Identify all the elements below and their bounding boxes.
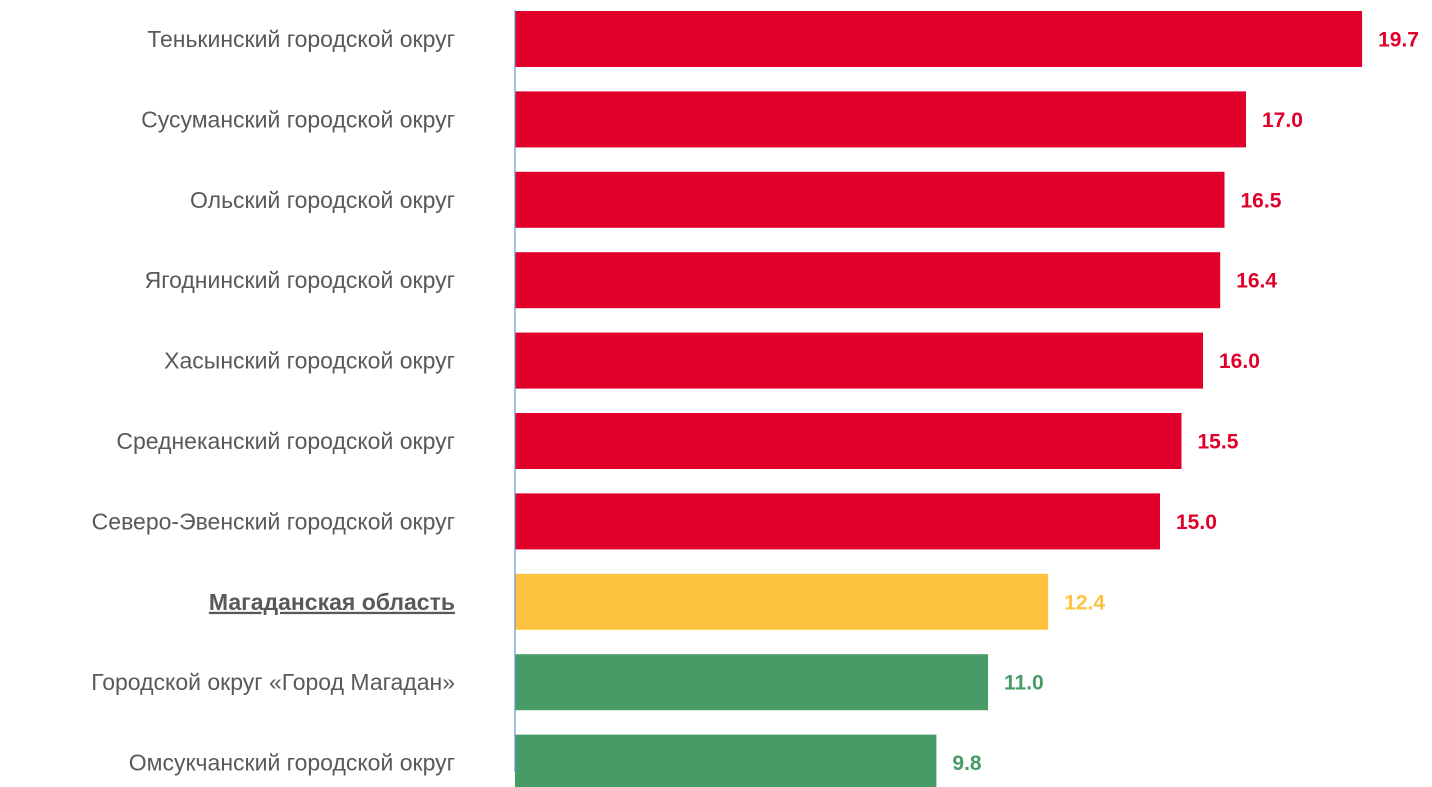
bar-9 xyxy=(515,734,937,787)
bar-5 xyxy=(515,413,1182,469)
bar-3 xyxy=(515,252,1221,309)
category-label-4: Хасынский городской округ xyxy=(164,348,455,374)
value-label-0: 19.7 xyxy=(1378,29,1419,52)
bars-layer xyxy=(515,11,1363,787)
value-label-1: 17.0 xyxy=(1262,109,1303,132)
labels-layer: 19.7 Тенькинский городской округ 17.0 Сусум… xyxy=(91,26,1419,776)
category-label-0: Тенькинский городской округ xyxy=(147,26,455,52)
category-label-2: Ольский городской округ xyxy=(190,187,455,213)
category-label-6: Северо-Эвенский городской округ xyxy=(92,508,455,534)
bar-2 xyxy=(515,171,1225,228)
bar-7 xyxy=(515,573,1049,630)
bar-8 xyxy=(515,654,988,711)
value-label-7: 12.4 xyxy=(1064,591,1105,614)
category-label-3: Ягоднинский городской округ xyxy=(145,267,455,293)
category-label-8: Городской округ «Город Магадан» xyxy=(91,669,455,695)
category-label-9: Омсукчанский городской округ xyxy=(129,750,455,776)
value-label-2: 16.5 xyxy=(1241,189,1282,212)
value-label-3: 16.4 xyxy=(1236,270,1277,293)
bar-4 xyxy=(515,332,1203,389)
bar-6 xyxy=(515,493,1160,550)
value-label-8: 11.0 xyxy=(1004,672,1044,695)
bar-1 xyxy=(515,91,1246,148)
value-label-9: 9.8 xyxy=(952,752,982,775)
bar-0 xyxy=(515,11,1363,67)
value-label-4: 16.0 xyxy=(1219,350,1260,373)
value-label-6: 15.0 xyxy=(1176,511,1217,534)
value-label-5: 15.5 xyxy=(1198,431,1239,454)
category-label-7: Магаданская область xyxy=(209,589,455,615)
category-label-5: Среднеканский городской округ xyxy=(116,428,455,454)
category-label-1: Сусуманский городской округ xyxy=(141,106,455,132)
